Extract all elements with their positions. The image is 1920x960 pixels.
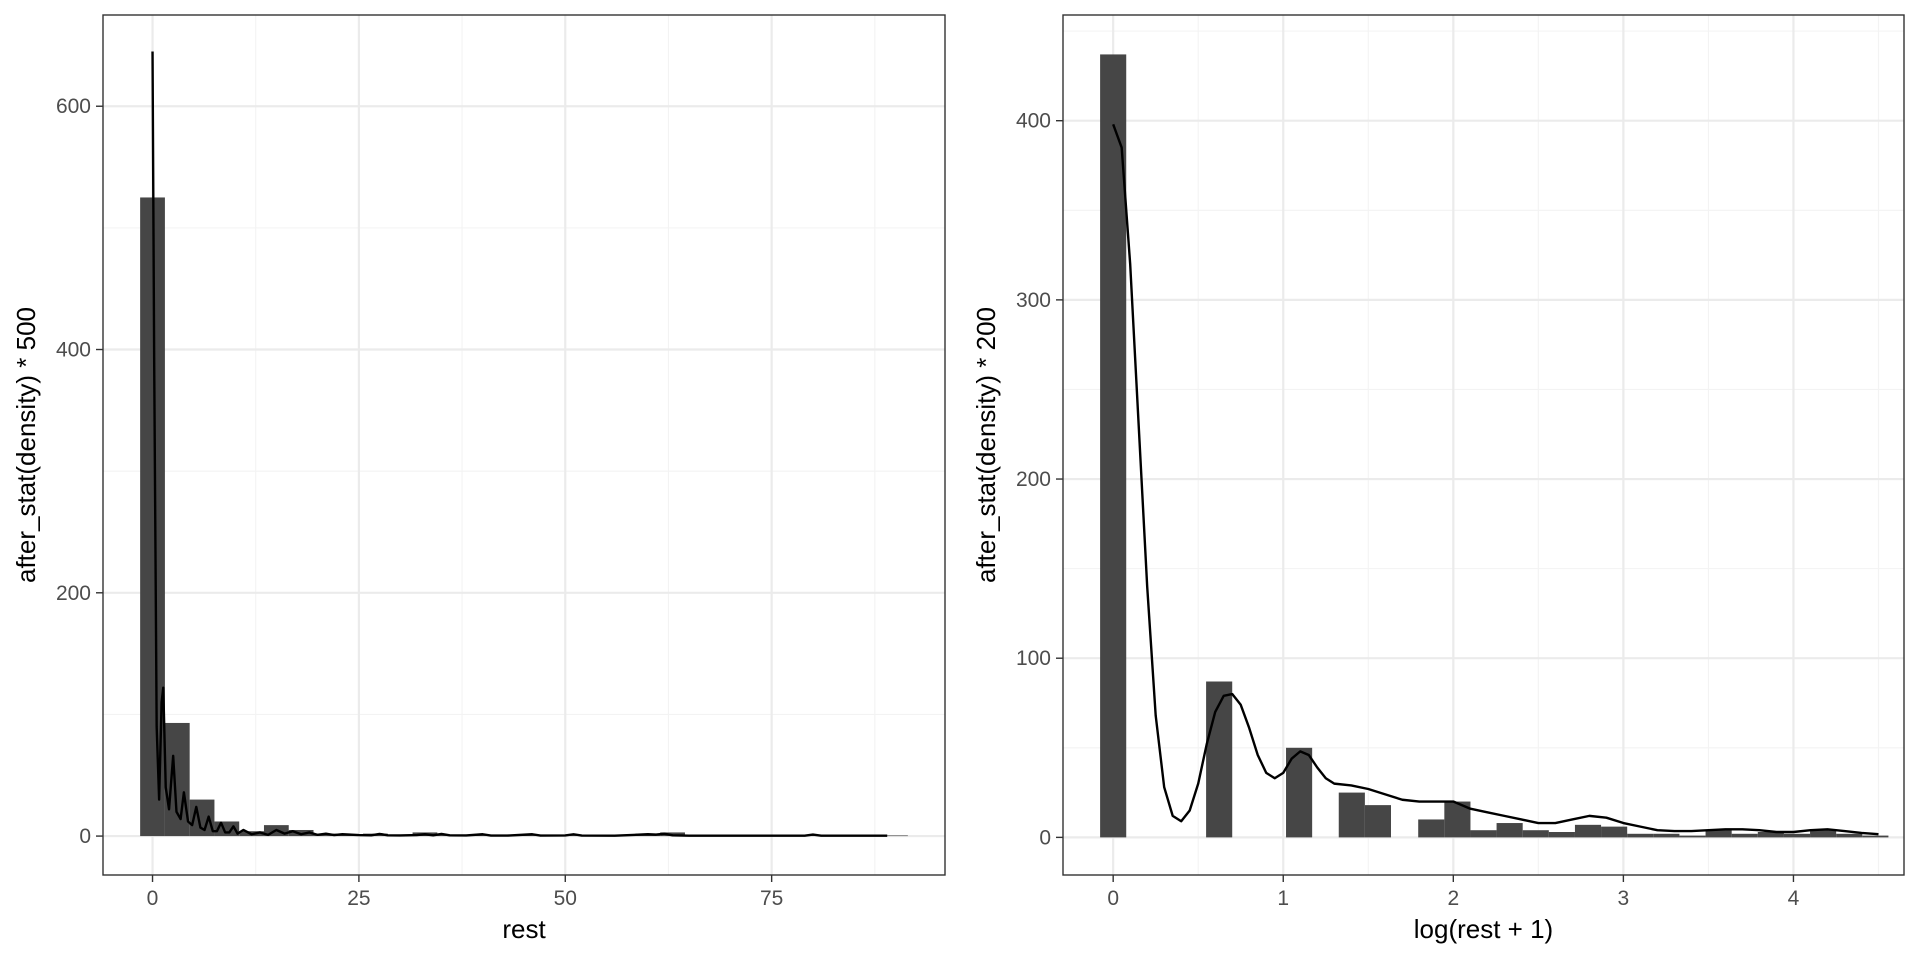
histogram-bar (883, 835, 908, 837)
histogram-bar (1100, 54, 1127, 838)
histogram-bar (1206, 681, 1233, 838)
histogram-bar (164, 722, 190, 837)
histogram-bar (1548, 832, 1575, 838)
histogram-bar (1836, 833, 1863, 838)
y-tick-label: 300 (1016, 289, 1051, 312)
histogram-bar (1862, 835, 1889, 838)
histogram-bar (561, 834, 586, 837)
histogram-bar (1783, 833, 1811, 838)
histogram-bar (1418, 819, 1445, 838)
x-tick-label: 0 (147, 887, 159, 910)
histogram-bar (1627, 833, 1654, 838)
histogram-bar (1496, 823, 1523, 838)
y-tick-label: 0 (1039, 826, 1051, 849)
histogram-bar (1574, 824, 1602, 838)
histogram-bar (1731, 833, 1758, 838)
panel-log-rest: 0 1 2 3 4 0 100 200 300 400 log(rest + 1) after_sta… (971, 14, 1905, 944)
x-tick-label: 25 (347, 887, 370, 910)
x-axis-title: log(rest + 1) (1414, 914, 1553, 944)
y-axis-title: after_stat(density) * 200 (971, 307, 1001, 583)
histogram-bar (1810, 830, 1837, 838)
histogram-bar (1757, 832, 1784, 838)
y-tick-label: 600 (56, 95, 91, 118)
histogram-bar (1470, 830, 1497, 838)
x-tick-label: 75 (760, 887, 783, 910)
histogram-bar (1601, 826, 1628, 838)
y-axis-title: after_stat(density) * 500 (11, 307, 41, 583)
histogram-bar (1364, 805, 1391, 838)
y-tick-label: 200 (1016, 468, 1051, 491)
y-tick-label: 200 (56, 582, 91, 605)
x-axis-title: rest (502, 914, 546, 944)
panel-rest: 0 25 50 75 0 200 400 600 rest after_stat(density)… (11, 14, 946, 944)
panel-border (102, 14, 946, 876)
histogram-bar (1522, 830, 1549, 838)
x-tick-label: 3 (1618, 887, 1630, 910)
y-tick-label: 100 (1016, 647, 1051, 670)
histogram-bar (1653, 833, 1680, 838)
density-curve (1112, 123, 1879, 836)
x-tick-label: 0 (1107, 887, 1119, 910)
histogram-bar (1679, 835, 1706, 838)
x-tick-label: 50 (554, 887, 577, 910)
y-tick-label: 0 (79, 825, 91, 848)
x-tick-label: 2 (1447, 887, 1459, 910)
panel-border (1062, 14, 1905, 876)
x-tick-label: 1 (1277, 887, 1289, 910)
y-tick-label: 400 (1016, 110, 1051, 133)
x-tick-label: 4 (1788, 887, 1800, 910)
density-curve (151, 51, 888, 837)
y-tick-label: 400 (56, 339, 91, 362)
histogram-bar (1338, 792, 1365, 838)
histogram-bar (1705, 830, 1732, 838)
